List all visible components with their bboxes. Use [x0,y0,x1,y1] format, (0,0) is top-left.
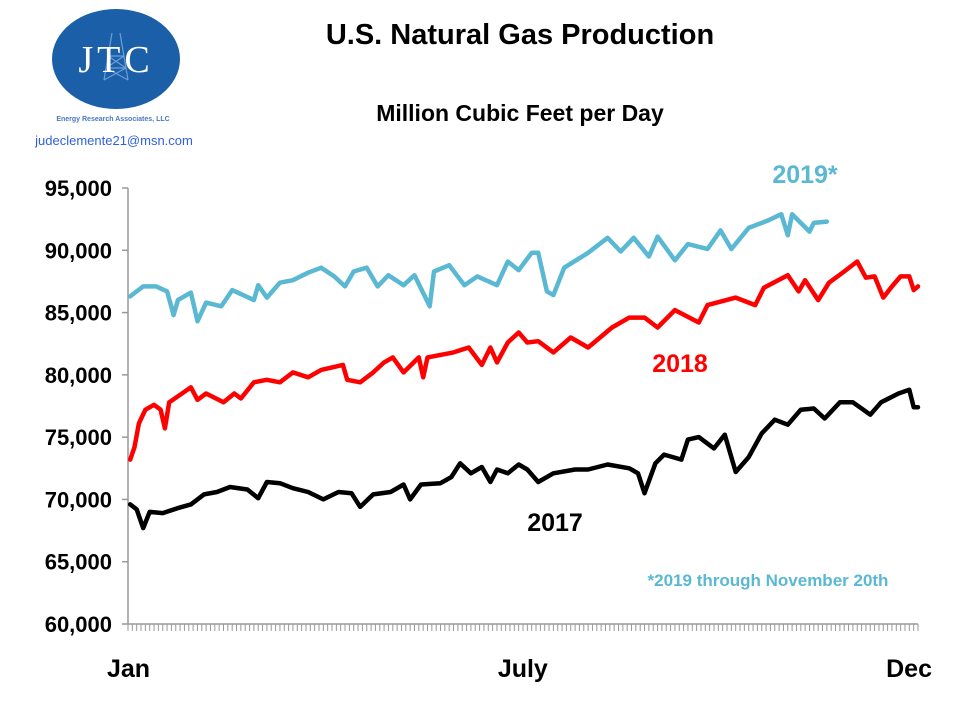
derrick-icon [103,32,129,81]
x-tick-label: Dec [886,655,932,683]
series-line-2019 [127,211,830,324]
series-label-2019: 2019* [772,161,838,189]
y-tick-label: 80,000 [45,363,112,388]
y-tick-label: 90,000 [45,238,112,263]
axes: 60,000 65,000 70,000 75,000 80,000 85,000 90,0… [45,176,932,683]
chart-title: U.S. Natural Gas Production [326,19,714,51]
series-lines [127,211,921,531]
jtc-logo: JTC Energy Research Associates, LLC jude… [34,9,193,148]
y-tick-label: 60,000 [45,612,112,637]
logo-company: Energy Research Associates, LLC [56,116,169,123]
y-tick-label: 85,000 [45,301,112,326]
x-tick-label: Jan [107,655,150,683]
y-tick-label: 95,000 [45,176,112,201]
series-line-2018 [127,259,921,462]
y-tick-label: 75,000 [45,425,112,450]
y-tick-label: 65,000 [45,550,112,575]
y-tick-label: 70,000 [45,487,112,512]
footnote: *2019 through November 20th [648,571,889,590]
logo-letters: JTC [78,39,153,81]
series-label-2017: 2017 [527,509,583,537]
logo-ellipse [52,9,180,109]
chart-subtitle: Million Cubic Feet per Day [376,100,664,126]
x-tick-label: July [498,655,548,683]
series-label-2018: 2018 [652,350,708,378]
logo-email[interactable]: judeclemente21@msn.com [34,133,193,148]
series-line-2017 [127,387,921,531]
